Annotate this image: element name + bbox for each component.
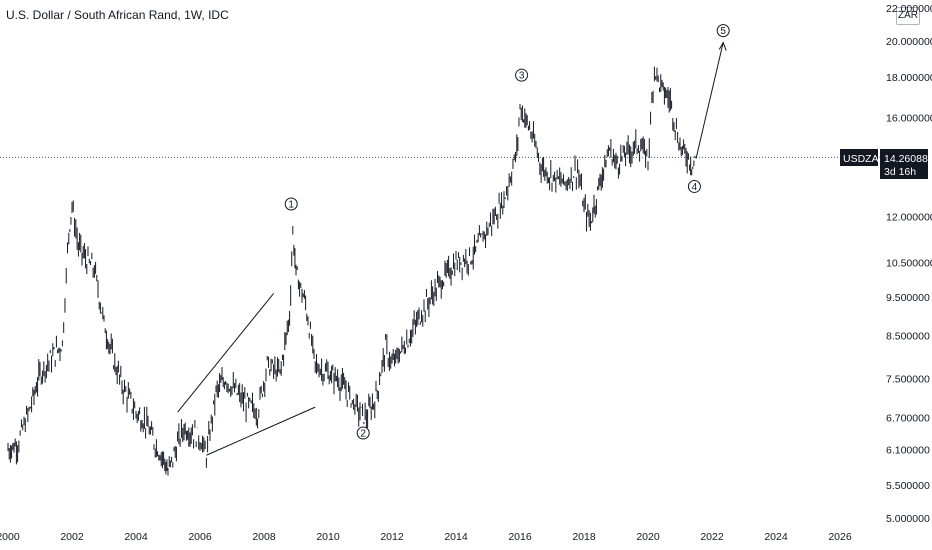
- price-badge-symbol: USDZAR: [843, 153, 887, 165]
- wave-label-circle: [716, 24, 730, 38]
- y-tick-label: 5.000000: [886, 513, 930, 525]
- y-tick-label: 6.100000: [886, 445, 930, 457]
- x-tick-label: 2022: [700, 531, 724, 543]
- wave-label-circle: [687, 179, 701, 193]
- wave-label-circle: [356, 426, 370, 440]
- y-tick-label: 20.000000: [886, 36, 932, 48]
- wave-label: 4: [692, 182, 698, 193]
- y-tick-label: 7.500000: [886, 373, 930, 385]
- y-tick-label: 8.500000: [886, 330, 930, 342]
- price-badge-price-bg: [880, 149, 928, 179]
- x-tick-label: 2014: [444, 531, 468, 543]
- y-axis[interactable]: 22.000000 20.000000 18.000000 16.000000 12.0…: [886, 3, 932, 525]
- price-badge-symbol-bg: [840, 149, 878, 166]
- x-tick-label: 2026: [828, 531, 852, 543]
- y-tick-label: 6.700000: [886, 412, 930, 424]
- price-badge: USDZAR 14.260880 3d 16h: [840, 149, 932, 179]
- x-tick-label: 2020: [636, 531, 660, 543]
- wave-label-circle: [284, 197, 298, 211]
- x-tick-label: 2016: [508, 531, 532, 543]
- trendline: [177, 293, 274, 413]
- plot-area[interactable]: 1 2 3 4 5: [0, 24, 880, 476]
- y-tick-label: 16.000000: [886, 113, 932, 125]
- x-tick-label: 2008: [252, 531, 276, 543]
- currency-button[interactable]: ZAR: [896, 7, 920, 25]
- wave-label-circle: [515, 68, 529, 82]
- x-tick-label: 2024: [764, 531, 788, 543]
- price-badge-countdown: 3d 16h: [884, 166, 916, 178]
- y-tick-label: 18.000000: [886, 72, 932, 84]
- y-tick-label: 5.500000: [886, 480, 930, 492]
- wave-label: 3: [519, 71, 525, 82]
- trend-arrow-head: [718, 41, 727, 51]
- x-tick-label: 2018: [572, 531, 596, 543]
- y-tick-label: 10.500000: [886, 258, 932, 270]
- trendline: [206, 406, 316, 456]
- x-tick-label: 2004: [124, 531, 148, 543]
- wave-label: 1: [288, 199, 294, 210]
- x-tick-label: 2002: [60, 531, 84, 543]
- x-tick-label: 2012: [380, 531, 404, 543]
- y-tick-label: 22.000000: [886, 3, 932, 15]
- chart-title: U.S. Dollar / South African Rand, 1W, ID…: [6, 8, 229, 22]
- y-tick-label: 12.000000: [886, 212, 932, 224]
- x-tick-label: 2010: [316, 531, 340, 543]
- x-tick-label: 2000: [0, 531, 20, 543]
- wave-label: 5: [720, 26, 726, 37]
- x-tick-label: 2006: [188, 531, 212, 543]
- price-badge-price: 14.260880: [884, 153, 932, 165]
- wave-label: 2: [360, 429, 366, 440]
- x-axis[interactable]: 2000 2002 2004 2006 2008 2010 2012 2014 2016 2018…: [0, 531, 852, 543]
- y-tick-label: 9.500000: [886, 292, 930, 304]
- trendline: [695, 42, 724, 159]
